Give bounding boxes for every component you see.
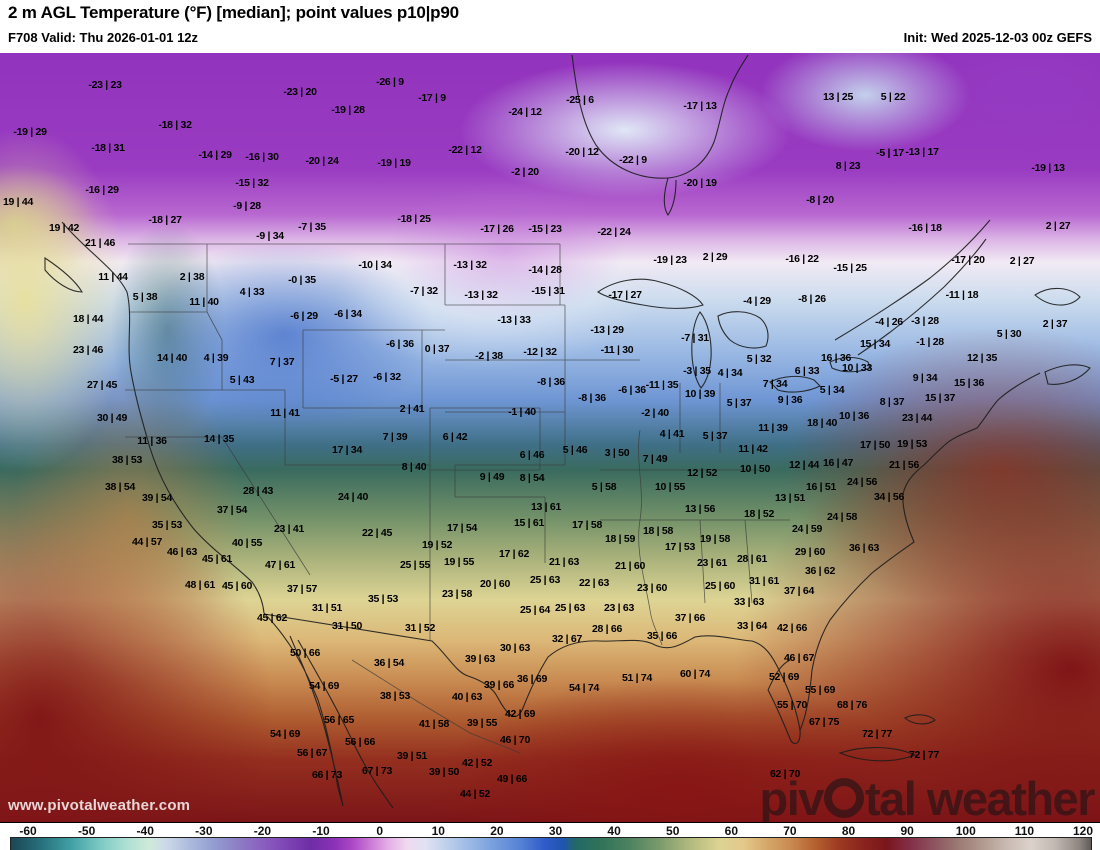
logo-watermark: piv tal weather bbox=[759, 772, 1096, 825]
header: 2 m AGL Temperature (°F) [median]; point… bbox=[0, 0, 1100, 53]
colorbar-tick: -30 bbox=[195, 824, 213, 838]
colorbar-tick: 70 bbox=[783, 824, 797, 838]
colorbar-tick: 110 bbox=[1014, 824, 1035, 838]
colorbar-tick: -20 bbox=[253, 824, 272, 838]
colorbar-tick: 40 bbox=[607, 824, 621, 838]
colorbar-tick: 80 bbox=[841, 824, 856, 838]
colorbar-tick: 90 bbox=[900, 824, 914, 838]
colorbar-ticks: -60 -50 -40 -30 -20 -10 0 10 20 30 40 50 60 70 80 90 100… bbox=[0, 822, 1100, 838]
temperature-field bbox=[0, 53, 1100, 822]
gear-icon bbox=[823, 778, 864, 818]
colorbar-tick: 50 bbox=[666, 824, 680, 838]
colorbar-tick: -60 bbox=[19, 824, 37, 838]
colorbar-tick: 100 bbox=[955, 824, 976, 838]
map-title: 2 m AGL Temperature (°F) [median]; point… bbox=[8, 3, 459, 22]
colorbar-tick: 10 bbox=[431, 824, 445, 838]
colorbar-tick: 30 bbox=[548, 824, 563, 838]
colorbar-tick: 0 bbox=[376, 824, 383, 838]
colorbar-tick: 120 bbox=[1072, 824, 1094, 838]
colorbar-tick: 20 bbox=[490, 824, 504, 838]
valid-time: F708 Valid: Thu 2026-01-01 12z bbox=[8, 30, 199, 45]
colorbar-tick: 60 bbox=[724, 824, 739, 838]
colorbar-tick: -50 bbox=[77, 824, 96, 838]
site-watermark: www.pivotalweather.com bbox=[8, 797, 191, 814]
logo-text-left: piv bbox=[759, 772, 825, 825]
logo-text-right: tal weather bbox=[864, 772, 1096, 825]
colorbar-tick: -40 bbox=[136, 824, 154, 838]
colorbar bbox=[10, 837, 1092, 850]
init-time: Init: Wed 2025-12-03 00z GEFS bbox=[903, 30, 1092, 45]
coastlines-svg bbox=[44, 54, 1091, 809]
colorbar-tick: -10 bbox=[312, 824, 330, 838]
